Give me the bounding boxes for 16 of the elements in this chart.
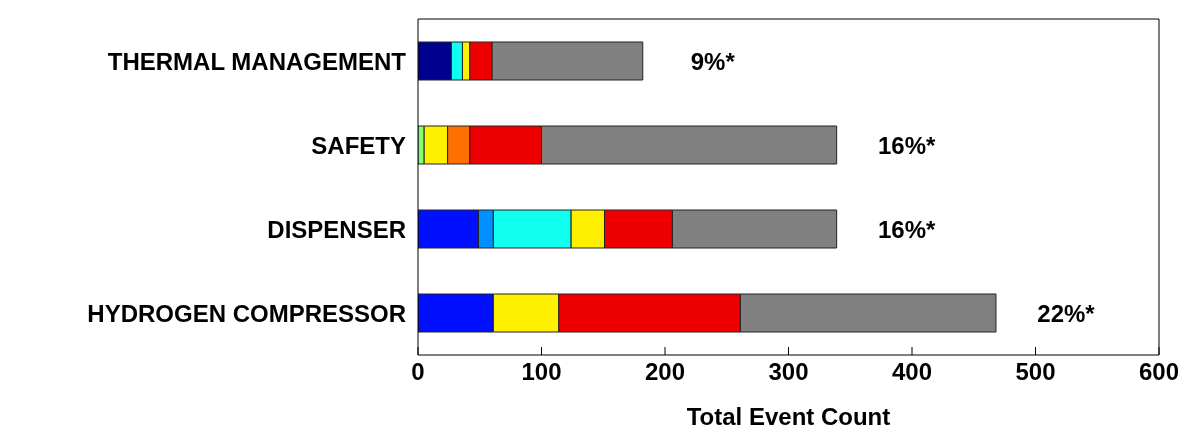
- x-tick-label: 300: [768, 358, 809, 386]
- y-tick-label: HYDROGEN COMPRESSOR: [87, 299, 406, 327]
- x-tick-label: 200: [644, 358, 686, 386]
- x-tick-label: 0: [411, 358, 425, 386]
- y-tick-label: THERMAL MANAGEMENT: [107, 47, 407, 75]
- annotation: 16%*: [877, 216, 937, 243]
- y-tick-label: DISPENSER: [267, 215, 406, 243]
- x-tick-label: 600: [1138, 358, 1180, 386]
- x-tick-label: 100: [521, 358, 562, 386]
- annotation: 9%*: [690, 48, 736, 75]
- annotation: 22%*: [1037, 300, 1096, 327]
- y-tick-label: SAFETY: [311, 131, 406, 159]
- x-tick-label: 500: [1015, 358, 1056, 386]
- x-axis-title: Total Event Count: [686, 403, 891, 430]
- x-tick-label: 400: [891, 358, 933, 386]
- annotation: 16%*: [877, 132, 937, 159]
